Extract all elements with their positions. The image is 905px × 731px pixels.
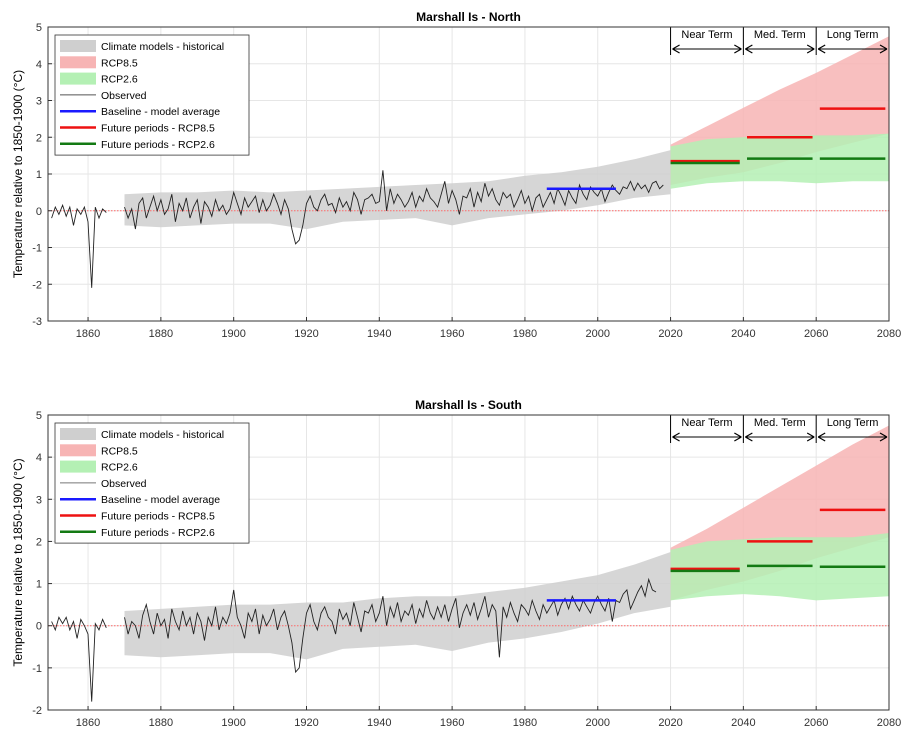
arrow-head-right [879, 44, 888, 54]
y-tick-label: 1 [36, 579, 42, 591]
legend-swatch [60, 72, 96, 85]
arrow-head-right [734, 432, 742, 442]
period-label: Near Term [681, 417, 732, 429]
legend-swatch [60, 428, 96, 440]
arrow-head-right [806, 44, 815, 54]
legend-label: Future periods - RCP2.6 [101, 527, 215, 539]
observed-series [51, 170, 664, 288]
period-label: Near Term [681, 29, 732, 41]
arrow-head-left [817, 432, 826, 442]
y-tick-label: 4 [36, 452, 42, 464]
arrow-head-left [672, 432, 680, 442]
x-tick-label: 2000 [586, 328, 610, 340]
legend-swatch [60, 56, 96, 69]
historical-band [124, 150, 671, 230]
x-tick-label: 1900 [221, 717, 245, 729]
legend-label: Observed [101, 90, 147, 102]
y-tick-label: 5 [36, 22, 42, 34]
x-tick-label: 1940 [367, 328, 391, 340]
legend-label: Baseline - model average [101, 494, 220, 506]
arrow-head-left [672, 44, 680, 54]
observed-series [51, 577, 657, 702]
period-label: Long Term [827, 417, 879, 429]
period-label: Med. Term [754, 417, 806, 429]
arrow-head-right [806, 432, 815, 442]
x-tick-label: 2080 [877, 717, 901, 729]
legend-label: Climate models - historical [101, 429, 224, 441]
legend-label: Future periods - RCP8.5 [101, 511, 215, 523]
y-tick-label: 1 [36, 169, 42, 181]
period-label: Med. Term [754, 29, 806, 41]
rcp26-band [670, 133, 889, 189]
historical-band [124, 552, 671, 660]
x-tick-label: 2020 [658, 328, 682, 340]
y-tick-label: 2 [36, 132, 42, 144]
legend-swatch [60, 40, 96, 52]
y-axis-label: Temperature relative to 1850-1900 (°C) [11, 70, 25, 278]
y-tick-label: 3 [36, 494, 42, 506]
legend-label: Observed [101, 478, 147, 490]
y-axis-label: Temperature relative to 1850-1900 (°C) [11, 458, 25, 666]
legend-label: Future periods - RCP8.5 [101, 123, 215, 135]
x-tick-label: 1960 [440, 328, 464, 340]
legend-label: Baseline - model average [101, 106, 220, 118]
y-tick-label: -1 [32, 663, 42, 675]
x-tick-label: 2020 [658, 717, 682, 729]
legend-label: RCP2.6 [101, 462, 138, 474]
chart-title: Marshall Is - South [415, 398, 522, 412]
y-tick-label: 2 [36, 536, 42, 548]
legend-label: Climate models - historical [101, 41, 224, 53]
x-tick-label: 2080 [877, 328, 901, 340]
south-panel: Near Term Med. Term Long Term 1860 1880 1900 1… [11, 398, 901, 729]
legend-swatch [60, 460, 96, 473]
legend-swatch [60, 444, 96, 457]
y-tick-label: -2 [32, 279, 42, 291]
x-tick-label: 1980 [513, 717, 537, 729]
x-tick-label: 1960 [440, 717, 464, 729]
x-tick-label: 1860 [76, 328, 100, 340]
x-tick-label: 2000 [586, 717, 610, 729]
x-tick-label: 1940 [367, 717, 391, 729]
y-tick-label: 0 [36, 621, 42, 633]
x-tick-label: 1900 [221, 328, 245, 340]
x-tick-label: 1880 [149, 328, 173, 340]
y-tick-label: -2 [32, 705, 42, 717]
x-tick-label: 2040 [731, 717, 755, 729]
y-tick-label: 5 [36, 410, 42, 422]
y-tick-label: -1 [32, 243, 42, 255]
legend-label: RCP2.6 [101, 74, 138, 86]
x-tick-label: 1920 [294, 717, 318, 729]
x-tick-label: 2060 [804, 328, 828, 340]
arrow-head-left [817, 44, 826, 54]
legend-label: RCP8.5 [101, 57, 138, 69]
x-tick-label: 1880 [149, 717, 173, 729]
x-tick-label: 2040 [731, 328, 755, 340]
period-label: Long Term [827, 29, 879, 41]
arrow-head-right [879, 432, 888, 442]
x-tick-label: 1980 [513, 328, 537, 340]
legend-label: RCP8.5 [101, 445, 138, 457]
y-tick-label: 0 [36, 206, 42, 218]
arrow-head-left [745, 44, 753, 54]
legend-label: Future periods - RCP2.6 [101, 139, 215, 151]
arrow-head-left [745, 432, 753, 442]
y-tick-label: 4 [36, 59, 42, 71]
x-tick-label: 2060 [804, 717, 828, 729]
arrow-head-right [734, 44, 742, 54]
y-tick-label: -3 [32, 316, 42, 328]
x-tick-label: 1860 [76, 717, 100, 729]
chart-title: Marshall Is - North [416, 10, 521, 24]
x-tick-label: 1920 [294, 328, 318, 340]
y-tick-label: 3 [36, 96, 42, 108]
north-panel: Near Term Med. Term Long Term 1860 1880 1900 1… [11, 10, 901, 340]
axes-frame [47, 414, 890, 711]
